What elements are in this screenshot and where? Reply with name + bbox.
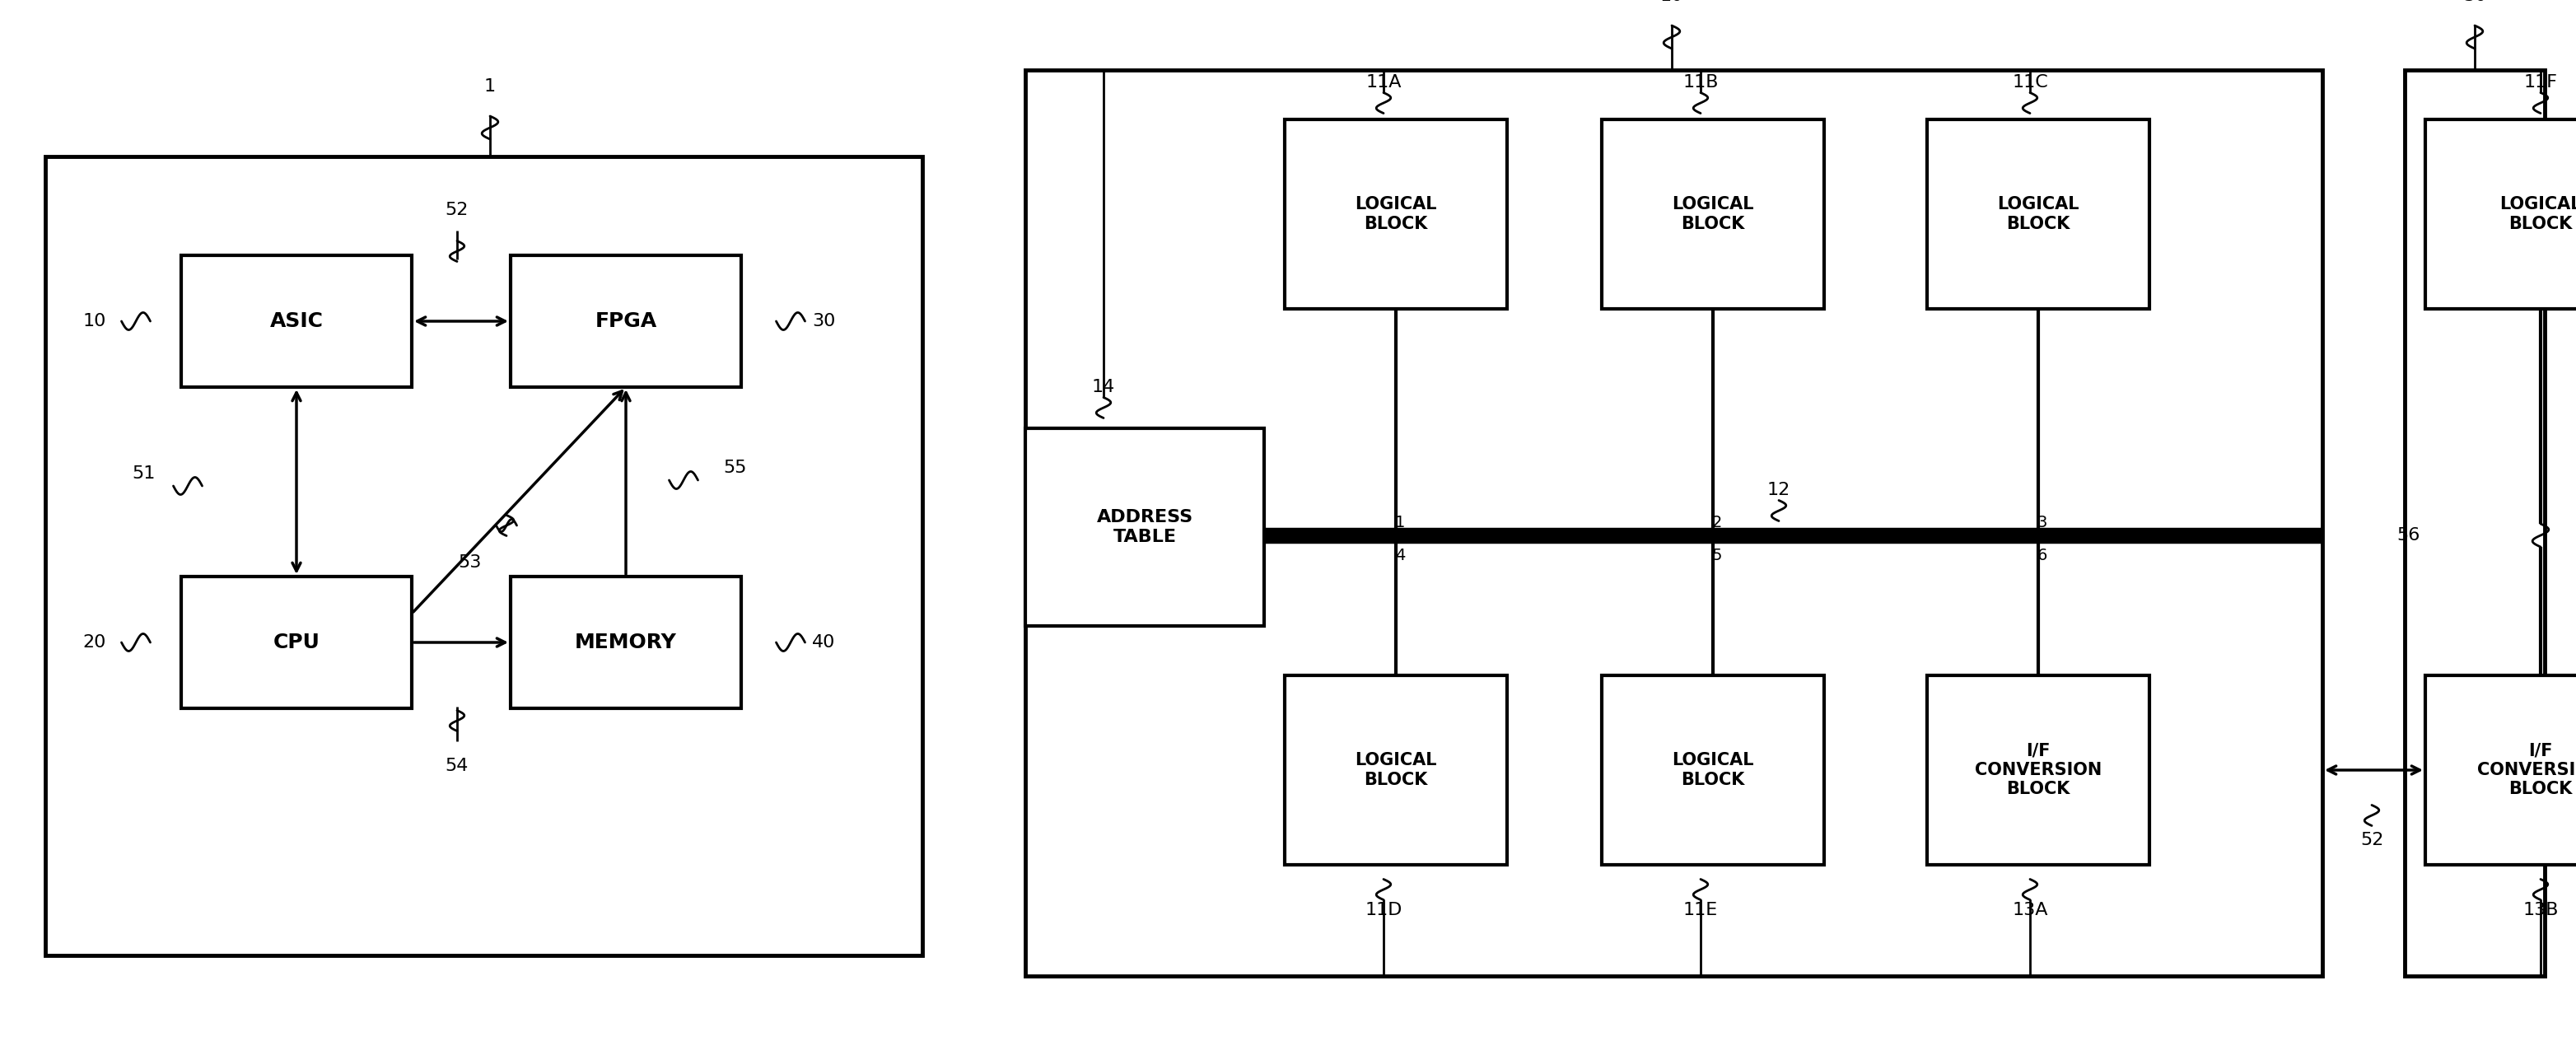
Text: 11B: 11B — [1682, 74, 1718, 91]
Text: 30: 30 — [2463, 0, 2486, 4]
Bar — [2424, 119, 2576, 309]
Bar — [46, 157, 922, 955]
Text: I/F
CONVERSION
BLOCK: I/F CONVERSION BLOCK — [1976, 743, 2102, 797]
Text: 56: 56 — [2398, 527, 2421, 544]
Text: ADDRESS
TABLE: ADDRESS TABLE — [1097, 509, 1193, 545]
Bar — [2424, 676, 2576, 865]
Bar — [1285, 119, 1507, 309]
Text: FPGA: FPGA — [595, 312, 657, 332]
Bar — [1025, 70, 2324, 976]
Text: 13B: 13B — [2522, 902, 2558, 918]
Text: 30: 30 — [811, 313, 835, 329]
Text: 14: 14 — [1092, 379, 1115, 395]
Text: 1: 1 — [484, 78, 495, 95]
Text: 10: 10 — [1659, 0, 1685, 4]
Bar — [1927, 676, 2148, 865]
Bar — [510, 576, 742, 708]
Text: LOGICAL
BLOCK: LOGICAL BLOCK — [1672, 752, 1754, 788]
Text: 52: 52 — [2360, 832, 2383, 848]
Text: 10: 10 — [82, 313, 106, 329]
Text: MEMORY: MEMORY — [574, 633, 677, 653]
Text: 54: 54 — [446, 757, 469, 774]
Text: 3: 3 — [2038, 516, 2048, 530]
Bar — [1602, 676, 1824, 865]
Text: 1: 1 — [1396, 516, 1404, 530]
Bar — [1927, 119, 2148, 309]
Text: 5: 5 — [1713, 548, 1723, 564]
Text: 2: 2 — [1713, 516, 1723, 530]
Text: 12: 12 — [1767, 482, 1790, 498]
Text: 11C: 11C — [2012, 74, 2048, 91]
Text: 55: 55 — [724, 459, 747, 476]
Bar — [180, 255, 412, 387]
Text: 53: 53 — [459, 554, 482, 571]
Bar — [2406, 70, 2545, 976]
Bar — [180, 576, 412, 708]
Bar — [1025, 428, 1265, 626]
Text: 40: 40 — [811, 634, 835, 651]
Bar — [1285, 676, 1507, 865]
Text: 4: 4 — [1396, 548, 1404, 564]
Bar — [510, 255, 742, 387]
Text: LOGICAL
BLOCK: LOGICAL BLOCK — [2499, 197, 2576, 232]
Text: LOGICAL
BLOCK: LOGICAL BLOCK — [1672, 197, 1754, 232]
Text: 52: 52 — [446, 202, 469, 219]
Bar — [1602, 119, 1824, 309]
Text: I/F
CONVERSION
BLOCK: I/F CONVERSION BLOCK — [2478, 743, 2576, 797]
Text: LOGICAL
BLOCK: LOGICAL BLOCK — [1355, 197, 1437, 232]
Text: ASIC: ASIC — [270, 312, 322, 332]
Text: 51: 51 — [131, 465, 155, 482]
Text: 11F: 11F — [2524, 74, 2558, 91]
Text: CPU: CPU — [273, 633, 319, 653]
Text: 20: 20 — [82, 634, 106, 651]
Text: 6: 6 — [2038, 548, 2048, 564]
Text: 13A: 13A — [2012, 902, 2048, 918]
Text: 11D: 11D — [1365, 902, 1401, 918]
Text: LOGICAL
BLOCK: LOGICAL BLOCK — [1355, 752, 1437, 788]
Text: 11E: 11E — [1682, 902, 1718, 918]
Text: 11A: 11A — [1365, 74, 1401, 91]
Text: LOGICAL
BLOCK: LOGICAL BLOCK — [1996, 197, 2079, 232]
